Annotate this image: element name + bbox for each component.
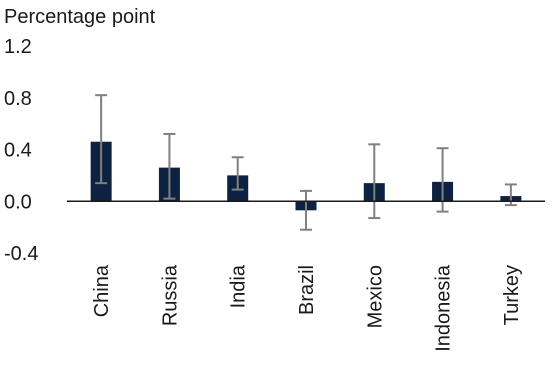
y-tick-labels: -0.4 0.0 0.4 0.8 1.2 [4, 36, 38, 265]
x-tick-labels: China Russia India Brazil Mexico Indonesia Tur… [91, 264, 523, 352]
error-bar-mexico [368, 143, 381, 220]
y-tick-label: 1.2 [4, 36, 32, 58]
error-bar-russia [163, 132, 176, 200]
error-bar-india [231, 156, 244, 191]
x-tick-label: Mexico [364, 265, 386, 328]
x-tick-label: China [91, 264, 113, 317]
x-tick-label: Brazil [296, 265, 318, 315]
error-bar-china [95, 94, 108, 185]
x-tick-label: Indonesia [433, 264, 455, 352]
y-tick-label: -0.4 [4, 243, 38, 265]
error-bar-indonesia [436, 147, 449, 213]
x-tick-label: India [228, 264, 250, 308]
error-bar-turkey [504, 183, 517, 207]
y-tick-label: 0.0 [4, 191, 32, 213]
y-tick-label: 0.8 [4, 88, 32, 110]
y-tick-label: 0.4 [4, 140, 32, 162]
x-tick-label: Russia [159, 264, 181, 326]
y-axis-title: Percentage point [4, 6, 156, 28]
x-tick-label: Turkey [501, 265, 523, 325]
error-bars [95, 94, 517, 231]
error-bar-brazil [300, 189, 312, 231]
